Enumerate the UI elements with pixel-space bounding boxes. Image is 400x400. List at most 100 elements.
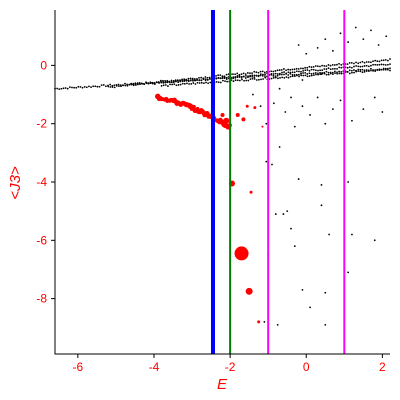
- black-point: [246, 72, 249, 74]
- black-point: [365, 64, 368, 67]
- red-point: [245, 104, 249, 108]
- black-point: [287, 74, 290, 76]
- black-point: [302, 74, 305, 77]
- red-point: [253, 106, 257, 110]
- black-point: [328, 233, 330, 236]
- black-point: [306, 69, 309, 71]
- black-point: [279, 77, 281, 79]
- black-point: [316, 65, 319, 68]
- black-point: [242, 72, 245, 75]
- black-point: [381, 111, 384, 113]
- black-point: [336, 71, 338, 74]
- black-point: [71, 86, 73, 89]
- black-point: [283, 73, 285, 76]
- black-point: [300, 74, 303, 77]
- black-point: [238, 79, 241, 82]
- black-point: [174, 79, 177, 82]
- black-point: [276, 323, 279, 326]
- black-point: [162, 79, 164, 82]
- black-point: [325, 68, 328, 70]
- black-point: [240, 73, 243, 76]
- black-point: [206, 76, 209, 79]
- black-point: [304, 74, 307, 77]
- black-point: [264, 76, 267, 79]
- black-point: [170, 81, 173, 83]
- black-point: [297, 178, 300, 180]
- black-point: [378, 63, 381, 66]
- black-point: [361, 68, 364, 71]
- black-point: [149, 82, 152, 84]
- black-point: [321, 69, 324, 72]
- black-point: [301, 288, 304, 291]
- black-point: [389, 63, 391, 66]
- black-point: [255, 74, 258, 77]
- black-point: [259, 74, 262, 77]
- black-point: [278, 69, 281, 71]
- black-point: [300, 72, 302, 75]
- black-point: [302, 69, 305, 72]
- black-point: [205, 81, 207, 84]
- black-point: [297, 44, 300, 46]
- black-point: [124, 82, 126, 85]
- black-point: [285, 76, 288, 78]
- black-point: [270, 73, 273, 75]
- black-point: [222, 79, 224, 82]
- black-point: [238, 73, 241, 76]
- black-point: [261, 70, 264, 73]
- black-point: [100, 84, 103, 87]
- black-point: [271, 163, 273, 166]
- black-point: [164, 84, 167, 86]
- black-point: [299, 67, 302, 70]
- black-point: [265, 122, 268, 125]
- black-point: [319, 73, 322, 76]
- black-point: [186, 82, 188, 85]
- black-point: [317, 69, 319, 72]
- black-point: [117, 85, 120, 87]
- black-point: [324, 122, 327, 125]
- black-point: [348, 69, 351, 72]
- black-point: [323, 65, 326, 67]
- x-tick-label: 2: [379, 360, 386, 374]
- black-point: [329, 72, 332, 75]
- black-point: [385, 35, 388, 38]
- black-point: [192, 79, 194, 82]
- black-point: [272, 74, 275, 77]
- black-point: [376, 60, 379, 62]
- black-point: [160, 81, 163, 84]
- black-point: [308, 65, 311, 68]
- black-point: [138, 81, 141, 84]
- black-point: [194, 79, 197, 82]
- black-point: [198, 76, 200, 79]
- black-point: [179, 80, 182, 83]
- black-point: [263, 321, 266, 323]
- red-point: [234, 246, 249, 261]
- black-point: [380, 63, 383, 66]
- black-point: [181, 82, 184, 85]
- black-point: [200, 79, 203, 82]
- black-point: [166, 79, 169, 82]
- black-point: [191, 77, 194, 80]
- black-point: [194, 83, 197, 85]
- black-point: [310, 74, 313, 77]
- black-point: [280, 73, 283, 76]
- black-point: [183, 82, 186, 85]
- black-point: [362, 108, 365, 111]
- red-point: [223, 117, 230, 124]
- black-point: [272, 102, 275, 105]
- black-point: [316, 46, 319, 49]
- black-point: [298, 70, 300, 73]
- black-point: [346, 66, 349, 69]
- black-point: [160, 85, 163, 87]
- black-point: [348, 62, 351, 64]
- black-point: [247, 75, 249, 78]
- black-point: [280, 68, 283, 71]
- black-point: [253, 78, 256, 80]
- black-point: [83, 86, 86, 88]
- black-point: [255, 71, 258, 74]
- black-point: [164, 79, 166, 82]
- black-point: [179, 79, 181, 82]
- black-point: [359, 65, 362, 68]
- black-point: [176, 79, 179, 82]
- x-tick-label: 0: [303, 360, 310, 374]
